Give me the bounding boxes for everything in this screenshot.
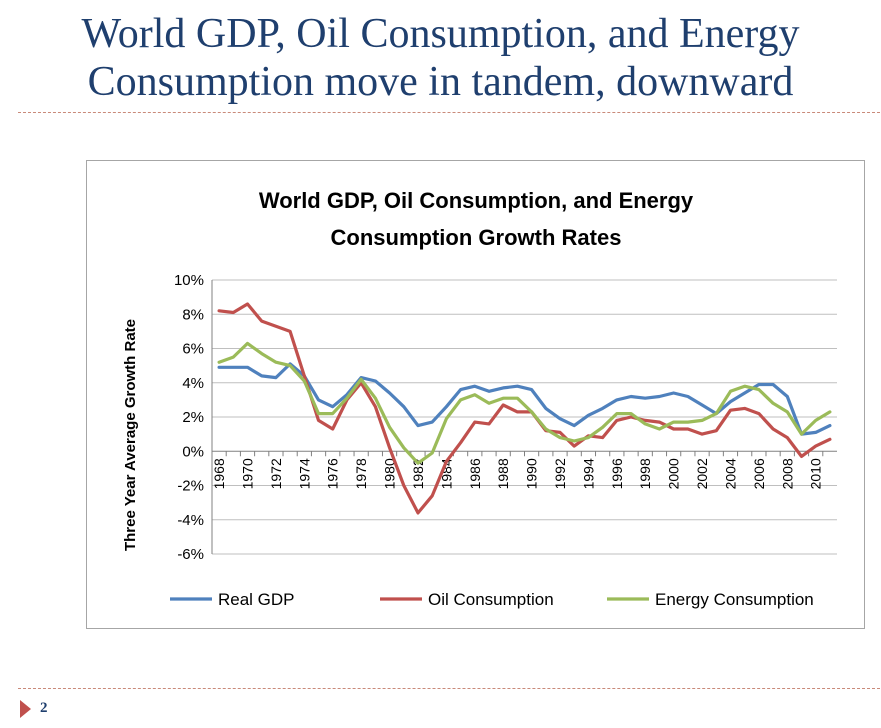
x-tick-label: 1972 [268,458,284,489]
y-tick-label: 2% [182,409,204,426]
chart-legend: Real GDP Oil Consumption Energy Consumptio… [170,590,814,609]
x-tick-label: 1978 [353,458,369,489]
x-tick-label: 2010 [808,458,824,489]
y-tick-labels: 10% 8% 6% 4% 2% 0% -2% -4% -6% [174,272,204,563]
chart-title-line2: Consumption Growth Rates [331,225,622,250]
x-tick-label: 2006 [751,458,767,489]
y-tick-label: -6% [177,546,204,563]
x-tick-label: 1970 [240,458,256,489]
series-line [217,341,832,465]
x-tick-label: 1980 [382,458,398,489]
chart-frame: World GDP, Oil Consumption, and Energy C… [86,160,865,629]
legend-label: Oil Consumption [428,590,554,609]
slide-title: World GDP, Oil Consumption, and Energy C… [0,10,881,106]
chart-title-line1: World GDP, Oil Consumption, and Energy [259,188,694,213]
page-number: 2 [40,700,48,716]
y-tick-label: 4% [182,375,204,392]
x-tick-label: 2004 [722,458,738,489]
x-tick-label: 1998 [637,458,653,489]
x-tick-label: 1974 [296,458,312,489]
x-tick-label: 2002 [694,458,710,489]
legend-label: Real GDP [218,590,295,609]
legend-label: Energy Consumption [655,590,814,609]
y-tick-label: 8% [182,306,204,323]
x-tick-label: 1986 [467,458,483,489]
x-tick-label: 1994 [580,458,596,489]
x-tick-label: 1990 [524,458,540,489]
x-tick-labels: 1968 1970 1972 1974 1976 1978 1980 1982 1984 1986… [211,458,824,489]
x-tick-label: 2008 [779,458,795,489]
y-tick-label: 6% [182,341,204,358]
y-axis-label: Three Year Average Growth Rate [122,319,139,551]
y-tick-label: -4% [177,512,204,529]
top-divider [18,112,880,113]
series-line [217,362,832,436]
x-tick-label: 1982 [410,458,426,489]
line-chart: World GDP, Oil Consumption, and Energy C… [122,188,837,609]
x-tick-label: 1992 [552,458,568,489]
bottom-divider [18,688,880,689]
y-tick-label: -2% [177,478,204,495]
slide-title-line2: Consumption move in tandem, downward [87,59,794,105]
y-tick-label: 10% [174,272,204,289]
grid-lines [211,279,837,555]
x-tick-label: 1988 [495,458,511,489]
x-tick-label: 1976 [325,458,341,489]
x-tick-label: 1996 [609,458,625,489]
footer-arrow-icon [20,700,31,718]
x-tick-label: 2000 [666,458,682,489]
series-line [217,302,832,515]
slide-title-line1: World GDP, Oil Consumption, and Energy [81,11,800,57]
series-lines [217,302,832,515]
x-tick-label: 1968 [211,458,227,489]
y-tick-label: 0% [182,443,204,460]
x-tick-label: 1984 [438,458,454,489]
